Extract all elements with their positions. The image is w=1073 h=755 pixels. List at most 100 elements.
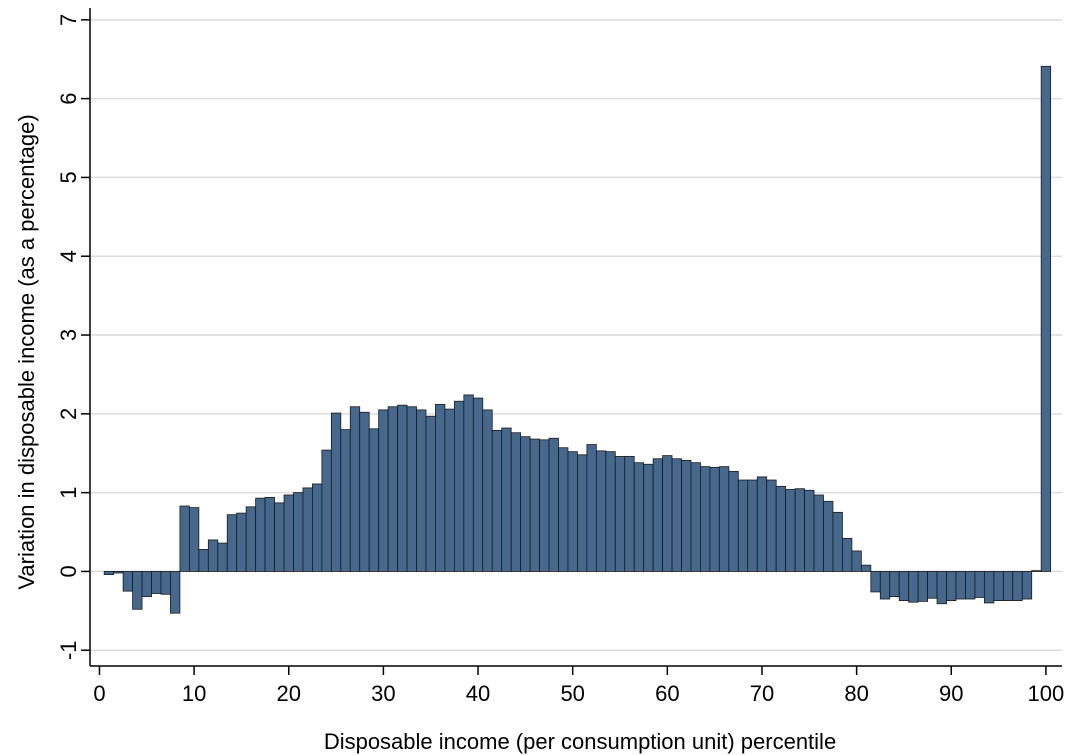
bar-percentile-63 (690, 462, 701, 572)
y-tick-label-7: 7 (56, 14, 81, 26)
bar-percentile-81 (860, 564, 872, 572)
bar-percentile-96 (1002, 571, 1014, 601)
y-tick-label-0: 0 (56, 565, 81, 577)
x-tick-label-90: 90 (939, 681, 963, 706)
bar-percentile-44 (510, 432, 522, 572)
bar-percentile-100 (1040, 65, 1052, 572)
y-axis-title: Variation in disposable income (as a per… (14, 114, 39, 589)
y-tick-label-4: 4 (56, 250, 81, 262)
bar-percentile-45 (520, 436, 531, 572)
x-axis-title: Disposable income (per consumption unit)… (324, 729, 836, 754)
bar-percentile-20 (283, 494, 294, 572)
bar-percentile-57 (633, 462, 645, 572)
bar-percentile-36 (435, 403, 446, 572)
bar-percentile-18 (264, 496, 275, 572)
x-tick-label-40: 40 (466, 681, 490, 706)
y-tick-label-5: 5 (56, 171, 81, 183)
bar-percentile-7 (160, 571, 171, 595)
bar-percentile-61 (671, 458, 682, 572)
bar-percentile-2 (113, 571, 124, 574)
bar-percentile-97 (1012, 571, 1023, 601)
bar-percentile-80 (851, 550, 862, 572)
bar-percentile-51 (577, 454, 588, 572)
bar-percentile-90 (946, 571, 957, 601)
bar-percentile-30 (378, 409, 389, 572)
bar-percentile-34 (416, 409, 427, 572)
bar-percentile-1 (103, 571, 115, 575)
bar-percentile-68 (737, 479, 749, 572)
bar-percentile-85 (898, 571, 910, 601)
bar-percentile-17 (255, 497, 266, 572)
bar-percentile-84 (889, 571, 900, 598)
bar-percentile-14 (226, 514, 238, 572)
x-tick-label-10: 10 (182, 681, 206, 706)
bar-percentile-13 (217, 542, 228, 572)
bar-percentile-72 (775, 485, 787, 572)
bar-percentile-38 (453, 400, 465, 572)
bar-percentile-89 (936, 571, 947, 605)
bar-percentile-11 (198, 548, 209, 572)
bar-percentile-23 (312, 483, 323, 572)
x-tick-label-70: 70 (750, 681, 774, 706)
bar-percentile-71 (766, 479, 777, 572)
bar-percentile-31 (387, 406, 398, 572)
x-tick-label-60: 60 (655, 681, 679, 706)
bar-percentile-8 (170, 571, 181, 614)
bar-percentile-37 (444, 408, 455, 572)
x-tick-label-20: 20 (277, 681, 301, 706)
y-tick-label-3: 3 (56, 329, 81, 341)
y-tick-label-2: 2 (56, 408, 81, 420)
bar-percentile-94 (983, 571, 995, 604)
bar-percentile-27 (349, 406, 361, 572)
bar-percentile-95 (993, 571, 1004, 601)
bar-percentile-21 (293, 492, 304, 572)
bar-percentile-46 (529, 438, 540, 572)
y-tick-label-1: 1 (56, 487, 81, 499)
bar-percentile-87 (917, 571, 929, 602)
bar-percentile-88 (927, 571, 938, 599)
bar-percentile-41 (482, 409, 493, 572)
bar-percentile-76 (813, 494, 824, 572)
bar-percentile-26 (340, 429, 351, 572)
x-tick-label-50: 50 (560, 681, 584, 706)
x-tick-label-100: 100 (1028, 681, 1065, 706)
bar-percentile-39 (463, 394, 474, 572)
bar-percentile-25 (330, 412, 342, 572)
bar-percentile-98 (1021, 571, 1033, 600)
bar-percentile-58 (643, 463, 654, 572)
bar-percentile-5 (141, 571, 152, 598)
bar-percentile-3 (122, 571, 133, 592)
bar-percentile-42 (491, 429, 503, 572)
bar-percentile-75 (804, 489, 815, 572)
bar-percentile-60 (662, 455, 673, 572)
bar-percentile-32 (397, 404, 408, 572)
bar-percentile-49 (558, 447, 569, 572)
bar-percentile-48 (548, 437, 559, 572)
bar-percentile-92 (965, 571, 976, 600)
bar-percentile-91 (955, 571, 966, 600)
axes (81, 8, 1062, 675)
bar-percentile-67 (728, 470, 739, 572)
bar-percentile-33 (406, 406, 417, 572)
y-tick-label--1: -1 (56, 640, 81, 660)
bar-percentile-55 (614, 455, 626, 572)
bar-percentile-35 (425, 415, 436, 572)
bar-percentile-24 (321, 449, 332, 572)
bar-percentile-56 (624, 455, 635, 572)
bar-percentile-40 (472, 397, 484, 572)
bar-percentile-62 (681, 459, 692, 572)
bar-percentile-53 (595, 450, 607, 572)
bar-percentile-6 (151, 571, 162, 594)
bar-percentile-19 (274, 502, 285, 572)
bar-percentile-69 (747, 479, 758, 572)
bar-percentile-82 (870, 571, 881, 593)
y-tick-label-6: 6 (56, 92, 81, 104)
bar-percentile-22 (302, 487, 313, 572)
bar-percentile-9 (179, 505, 190, 572)
bar-percentile-70 (756, 476, 768, 572)
bar-percentile-54 (605, 451, 616, 572)
bar-percentile-83 (879, 571, 891, 600)
bar-percentile-10 (188, 507, 200, 572)
bar-percentile-59 (652, 458, 663, 572)
